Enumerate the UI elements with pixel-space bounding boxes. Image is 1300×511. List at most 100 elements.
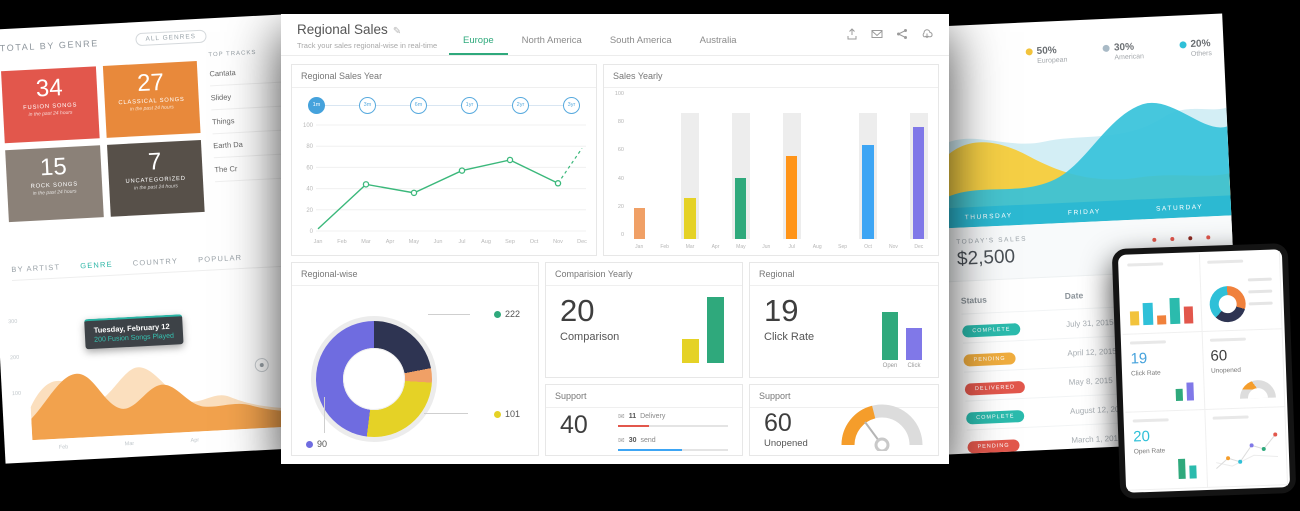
sales-legend: 50% European 30% American 20% Others: [1025, 38, 1212, 65]
mail-icon[interactable]: [871, 28, 883, 40]
tab-north-america[interactable]: North America: [521, 35, 582, 46]
page-title: Regional Sales: [297, 22, 388, 37]
genre-card[interactable]: 15 ROCK SONGS in the past 24 hours: [5, 145, 104, 223]
comparison-bars: [682, 291, 724, 363]
bar-slot-May: May: [730, 103, 752, 250]
range-pill-6m[interactable]: 6m: [410, 96, 427, 114]
genre-card[interactable]: 27 CLASSICAL SONGS in the past 24 hours: [102, 61, 201, 138]
svg-text:100: 100: [303, 123, 314, 129]
comparison-bar[interactable]: [682, 338, 699, 363]
envelope-icon: ✉: [618, 436, 625, 445]
x-axis-label: Apr: [190, 437, 200, 444]
x-axis-label: Mar: [124, 440, 135, 448]
tab-europe[interactable]: Europe: [449, 35, 508, 55]
genre-filter-dropdown[interactable]: ALL GENRES: [135, 29, 207, 47]
mini-open-rate: 20 Open Rate: [1125, 409, 1209, 491]
range-pill-2yr[interactable]: 2yr: [512, 96, 529, 114]
panel-click-rate: Regional 19 Click Rate Open Click: [749, 262, 939, 378]
mini-clickrate-value: 19: [1130, 349, 1148, 368]
share-icon[interactable]: [896, 28, 908, 40]
unopened-label: Unopened: [764, 438, 808, 449]
range-pill-1m[interactable]: 1m: [308, 96, 325, 114]
svg-text:Mar: Mar: [361, 239, 371, 245]
bar-slot-Dec: Dec: [908, 103, 930, 250]
comparison-value: 20: [560, 293, 595, 328]
clickrate-bar-open[interactable]: [882, 312, 898, 360]
track-item[interactable]: The Cr: [213, 154, 292, 183]
panel-title: Sales Yearly: [604, 65, 938, 88]
mini-openrate-value: 20: [1132, 427, 1151, 446]
left-tab-country[interactable]: COUNTRY: [132, 256, 179, 268]
svg-text:40: 40: [306, 187, 313, 193]
music-dashboard: TOTAL BY GENRE ALL GENRES 34 FUSION SONGS…: [0, 14, 308, 464]
edit-icon[interactable]: ✎: [392, 26, 402, 37]
regional-donut[interactable]: [316, 321, 432, 437]
range-pill-1yr[interactable]: 1yr: [461, 96, 478, 114]
status-badge: COMPLETE: [962, 323, 1021, 338]
legend-dot: [1102, 44, 1111, 52]
legend-dot: [1179, 41, 1187, 49]
bar-May[interactable]: [735, 177, 747, 239]
row-date: April 12, 2015: [1067, 346, 1117, 358]
tab-south-america[interactable]: South America: [609, 35, 672, 46]
svg-text:Apr: Apr: [386, 239, 395, 245]
bar-slot-Sep: Sep: [838, 244, 848, 250]
clickrate-bar-click[interactable]: [906, 328, 922, 360]
bar-Jul[interactable]: [786, 156, 798, 239]
weekday-label: THURSDAY: [964, 212, 1013, 222]
mini-line-chart: [1205, 407, 1289, 488]
range-pill-3m[interactable]: 3m: [359, 96, 376, 114]
bar-slot-Jan: Jan: [628, 103, 650, 250]
row-date: July 31, 2015: [1065, 317, 1114, 329]
bar-Mar[interactable]: [684, 198, 696, 239]
top-tracks-title: TOP TRACKS: [208, 49, 257, 59]
export-icon[interactable]: [846, 28, 858, 40]
x-axis-label: Feb: [58, 444, 69, 451]
sales-yearly-bars: Jan Feb Mar Apr May Jun Jul Aug Sep Oct Nov Dec: [628, 91, 930, 251]
callout-line: [424, 413, 468, 414]
sales-yearly-yaxis: 100 80 60 40 20 0: [614, 91, 624, 238]
chart-tooltip: Tuesday, February 12 200 Fusion Songs Pl…: [84, 314, 184, 350]
svg-text:May: May: [409, 239, 420, 245]
row-date: May 8, 2015: [1068, 375, 1113, 387]
status-badge: PENDING: [967, 439, 1020, 454]
panel-title: Comparision Yearly: [546, 263, 742, 286]
unopened-value: 60: [764, 409, 792, 437]
weekday-label: SATURDAY: [1155, 203, 1204, 213]
svg-text:80: 80: [306, 144, 313, 150]
left-tab-popular[interactable]: POPULAR: [197, 252, 243, 265]
support-row: ✉ 30 send: [618, 436, 728, 451]
comparison-bar[interactable]: [707, 296, 724, 363]
range-pill-3yr[interactable]: 3yr: [563, 96, 580, 114]
left-title: TOTAL BY GENRE: [0, 38, 100, 54]
status-badge: PENDING: [963, 352, 1016, 367]
y-axis-label: 300: [8, 318, 18, 326]
range-pills: 1m 3m 6m 1yr 2yr 3yr: [308, 95, 580, 115]
svg-text:Sep: Sep: [505, 239, 515, 245]
left-tab-by-artist[interactable]: BY ARTIST: [11, 262, 61, 275]
tooltip-value: 200 Fusion Songs Played: [94, 332, 175, 344]
mini-gauge: [1239, 379, 1276, 399]
genre-card[interactable]: 34 FUSION SONGS in the past 24 hours: [1, 66, 100, 144]
top-tracks-list: Cantata Slidey Things Earth Da The Cr: [208, 58, 292, 183]
bar-Oct[interactable]: [862, 145, 874, 239]
left-tab-genre[interactable]: GENRE: [79, 259, 114, 271]
genre-card[interactable]: 7 UNCATEGORIZED in the past 24 hours: [106, 139, 205, 217]
donut-callout: 222: [493, 309, 520, 319]
bar-Jan[interactable]: [633, 207, 645, 239]
tab-australia[interactable]: Australia: [699, 35, 737, 46]
panel-title: Regional-wise: [292, 263, 538, 286]
sales-wave-chart: THURSDAY FRIDAY SATURDAY: [931, 65, 1232, 229]
legend-dot: [1025, 48, 1033, 56]
svg-text:Aug: Aug: [481, 239, 491, 245]
legend-item: 50% European: [1025, 45, 1068, 66]
bar-Dec[interactable]: [913, 127, 925, 239]
unopened-gauge: [841, 404, 923, 451]
svg-text:Jul: Jul: [458, 239, 465, 245]
sales-overview-dashboard: 50% European 30% American 20% Others THURSDAY…: [928, 13, 1242, 459]
clickrate-bars: Open Click: [882, 302, 922, 369]
bar-slot-Jul: Jul: [781, 103, 803, 250]
download-icon[interactable]: [921, 28, 933, 40]
bar-slot-Mar: Mar: [679, 103, 701, 250]
support-row: ✉ 11 Delivery: [618, 412, 728, 427]
